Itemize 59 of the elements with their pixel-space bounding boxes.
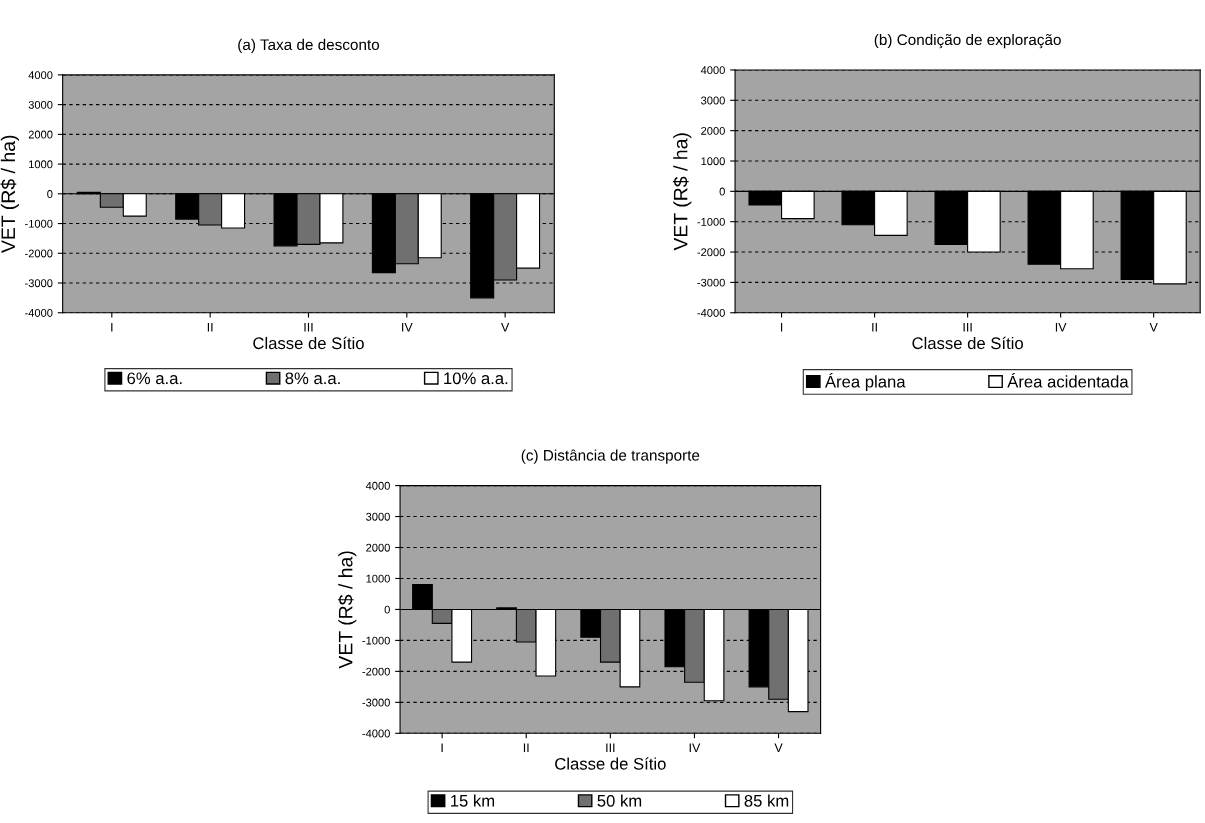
x-tick-label: IV	[689, 743, 701, 753]
y-tick-label: -2000	[25, 249, 53, 258]
y-tick-label: -4000	[25, 309, 53, 317]
y-tick-label: -3000	[25, 279, 53, 288]
y-axis-title: VET (R$ / ha)	[672, 133, 692, 251]
y-tick-label: 0	[384, 605, 390, 614]
y-tick-label: 2000	[28, 130, 53, 139]
chart-title: (a) Taxa de desconto	[238, 38, 380, 54]
x-tick-label: I	[441, 743, 443, 753]
legend-label: 50 km	[597, 794, 642, 807]
y-tick-label: 3000	[701, 96, 725, 105]
x-tick-label: II	[872, 322, 877, 332]
y-tick-label: 1000	[701, 157, 725, 166]
x-tick-label: I	[780, 322, 783, 332]
y-tick-label: 1000	[366, 574, 390, 583]
y-tick-label: -3000	[697, 278, 725, 287]
y-tick-label: -1000	[697, 217, 725, 226]
x-tick-label: V	[1149, 322, 1158, 332]
y-tick-label: -4000	[697, 309, 725, 317]
x-tick-label: I	[111, 322, 113, 332]
x-axis-title: Classe de Sítio	[253, 336, 364, 350]
y-tick-label: 3000	[366, 512, 390, 521]
legend-label: Área plana	[824, 372, 906, 391]
legend-label: 6% a.a.	[127, 372, 182, 385]
x-tick-label: II	[523, 743, 529, 753]
x-axis-title: Classe de Sítio	[555, 757, 666, 770]
y-tick-label: 4000	[365, 481, 390, 490]
y-tick-label: 4000	[700, 66, 725, 75]
y-tick-label: 1000	[29, 160, 53, 169]
y-tick-label: -1000	[25, 219, 53, 228]
x-tick-label: III	[304, 322, 313, 332]
y-tick-label: -3000	[362, 698, 390, 707]
y-tick-label: -2000	[697, 248, 725, 257]
y-tick-label: 0	[47, 190, 53, 198]
x-tick-label: II	[207, 322, 213, 332]
y-tick-label: -1000	[362, 636, 390, 645]
legend-label: 8% a.a.	[285, 372, 340, 385]
legend-label: 10% a.a.	[444, 372, 508, 385]
y-tick-label: 4000	[28, 71, 53, 80]
y-tick-label: -4000	[362, 729, 390, 738]
x-axis-title: Classe de Sítio	[912, 336, 1023, 350]
x-tick-label: V	[501, 322, 510, 332]
y-axis-title: VET (R$ / ha)	[0, 135, 19, 253]
y-tick-label: 2000	[701, 126, 725, 135]
legend-label: 85 km	[744, 794, 789, 807]
legend-label: Área acidentada	[1007, 372, 1129, 388]
x-tick-label: IV	[1055, 322, 1067, 332]
x-tick-label: III	[606, 743, 615, 753]
y-tick-label: -2000	[362, 667, 390, 676]
y-tick-label: 2000	[366, 543, 390, 552]
x-tick-label: III	[963, 322, 972, 332]
chart-title: (c) Distância de transporte	[521, 449, 700, 464]
chart-title: (b) Condição de exploração	[874, 33, 1061, 49]
y-axis-title: VET (R$ / ha)	[337, 551, 357, 669]
x-tick-label: V	[774, 743, 783, 753]
x-tick-label: IV	[402, 322, 413, 332]
legend-label: 15 km	[451, 794, 495, 807]
y-tick-label: 3000	[28, 100, 53, 109]
y-tick-label: 0	[719, 187, 725, 196]
